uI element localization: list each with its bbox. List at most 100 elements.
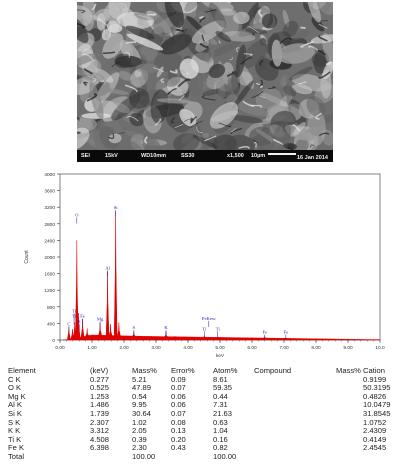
- cell-atom-total: 100.00: [213, 451, 237, 461]
- cell-error: 0.43: [171, 443, 186, 453]
- y-tick-label: 3600: [44, 189, 55, 195]
- peak-label: Fe: [284, 330, 289, 335]
- table-row: S K 2.307 1.02 0.08 0.63 1.0752: [0, 417, 412, 428]
- sem-scale-label: 10µm: [251, 153, 266, 159]
- x-tick-label: 3.00: [151, 345, 161, 351]
- cell-mass: 0.54: [132, 391, 147, 401]
- cell-error: 0.20: [171, 434, 186, 444]
- header-error: Error%: [171, 366, 195, 375]
- cell-mass: 30.64: [132, 408, 152, 418]
- y-axis-label: Count: [24, 250, 30, 264]
- cell-element: Ti K: [8, 434, 22, 444]
- x-tick-label: 2.00: [119, 345, 129, 351]
- cell-element: Total: [8, 451, 25, 461]
- sem-image: [77, 2, 333, 150]
- cell-mass: 47.89: [132, 383, 152, 393]
- y-tick-label: 4000: [44, 172, 55, 178]
- cell-cation: 0.4149: [363, 434, 387, 444]
- table-total-row: Total 100.00 100.00: [0, 451, 412, 462]
- peak-label: Ti: [202, 326, 207, 331]
- y-tick-label: 2400: [44, 238, 55, 244]
- cell-kev: 2.307: [90, 417, 110, 427]
- table-row: C K 0.277 5.21 0.09 8.61 0.9199: [0, 374, 412, 385]
- cell-atom: 8.61: [213, 374, 228, 384]
- cell-kev: 0.277: [90, 374, 110, 384]
- x-tick-label: 0.00: [55, 345, 65, 351]
- cell-atom: 0.44: [213, 391, 228, 401]
- spectrum-peak: [117, 322, 121, 336]
- peak-label: Si: [114, 205, 119, 210]
- peak-label: C: [67, 321, 70, 326]
- x-tick-label: 9.00: [343, 345, 353, 351]
- cell-element: Al K: [8, 400, 22, 410]
- y-tick-label: 0: [52, 338, 55, 344]
- cell-cation: 50.3195: [363, 383, 391, 393]
- table-row: Mg K 1.253 0.54 0.06 0.44 0.4826: [0, 391, 412, 402]
- plot-frame: [59, 173, 381, 341]
- y-tick-label: 1600: [44, 272, 55, 278]
- peak-label: Ti: [72, 308, 77, 313]
- cell-error: 0.13: [171, 426, 186, 436]
- sem-detector: SEI: [81, 153, 90, 159]
- table-header-row: Element (keV) Mass% Error% Atom% Compoun…: [0, 366, 412, 376]
- cell-mass: 2.05: [132, 426, 147, 436]
- cell-kev: 3.312: [90, 426, 110, 436]
- y-tick-label: 400: [47, 321, 55, 327]
- cell-kev: 6.398: [90, 443, 110, 453]
- sem-micrograph: SEI 15kV WD10mm SS30 x1,500 10µm 16 Jan …: [77, 2, 333, 162]
- cell-cation: 31.8545: [363, 408, 391, 418]
- cell-mass-total: 100.00: [132, 451, 156, 461]
- spectrum-peak: [215, 336, 220, 339]
- spectrum-peak: [76, 313, 81, 338]
- cell-element: Fe K: [8, 443, 25, 453]
- peak-label: K: [78, 319, 82, 324]
- peak-label: Ti: [216, 326, 221, 331]
- cell-kev: 4.508: [90, 434, 110, 444]
- header-atom: Atom%: [213, 366, 238, 375]
- cell-element: Si K: [8, 408, 22, 418]
- cell-mass: 9.95: [132, 400, 147, 410]
- cell-element: S K: [8, 417, 21, 427]
- cell-mass: 2.30: [132, 443, 147, 453]
- peak-label: FeKesc: [202, 316, 216, 321]
- x-tick-label: 10.0: [375, 345, 385, 351]
- table-row: Ti K 4.508 0.39 0.20 0.16 0.4149: [0, 434, 412, 445]
- cell-element: K K: [8, 426, 21, 436]
- y-tick-label: 1200: [44, 288, 55, 294]
- sem-spot-size: SS30: [181, 153, 195, 159]
- sem-working-distance: WD10mm: [141, 153, 167, 159]
- peak-label: Al: [105, 265, 110, 270]
- cell-kev: 0.525: [90, 383, 110, 393]
- header-compound: Compound: [254, 366, 292, 375]
- spectrum-peak: [172, 336, 177, 339]
- peak-label: Ti: [72, 313, 77, 318]
- x-tick-label: 7.00: [279, 345, 289, 351]
- y-tick-label: 2000: [44, 255, 55, 261]
- cell-atom: 0.63: [213, 417, 228, 427]
- x-tick-label: 1.00: [87, 345, 97, 351]
- cell-kev: 1.739: [90, 408, 110, 418]
- cell-kev: 1.253: [90, 391, 110, 401]
- cell-atom: 7.31: [213, 400, 228, 410]
- x-tick-label: 5.00: [215, 345, 225, 351]
- x-tick-label: 4.00: [183, 345, 193, 351]
- x-tick-label: 8.00: [311, 345, 321, 351]
- cell-atom: 21.63: [213, 408, 233, 418]
- cell-mass: 5.21: [132, 374, 147, 384]
- spectrum-peak: [75, 240, 79, 339]
- header-element: Element: [8, 366, 36, 375]
- peak-label: O: [75, 213, 79, 218]
- peak-label: Fe: [80, 313, 85, 318]
- cell-atom: 0.82: [213, 443, 228, 453]
- peak-label: Mg: [97, 316, 104, 321]
- spectrum-peak: [136, 335, 141, 339]
- x-axis-label: keV: [216, 353, 225, 359]
- cell-error: 0.06: [171, 400, 186, 410]
- table-row: K K 3.312 2.05 0.13 1.04 2.4309: [0, 427, 412, 436]
- header-compound-mass: Mass%: [336, 366, 361, 375]
- cell-cation: 2.4309: [363, 426, 387, 436]
- peak-label: S: [133, 325, 136, 330]
- spectrum-peak: [105, 271, 110, 336]
- x-tick-label: 6.00: [247, 345, 257, 351]
- cell-element: O K: [8, 383, 22, 393]
